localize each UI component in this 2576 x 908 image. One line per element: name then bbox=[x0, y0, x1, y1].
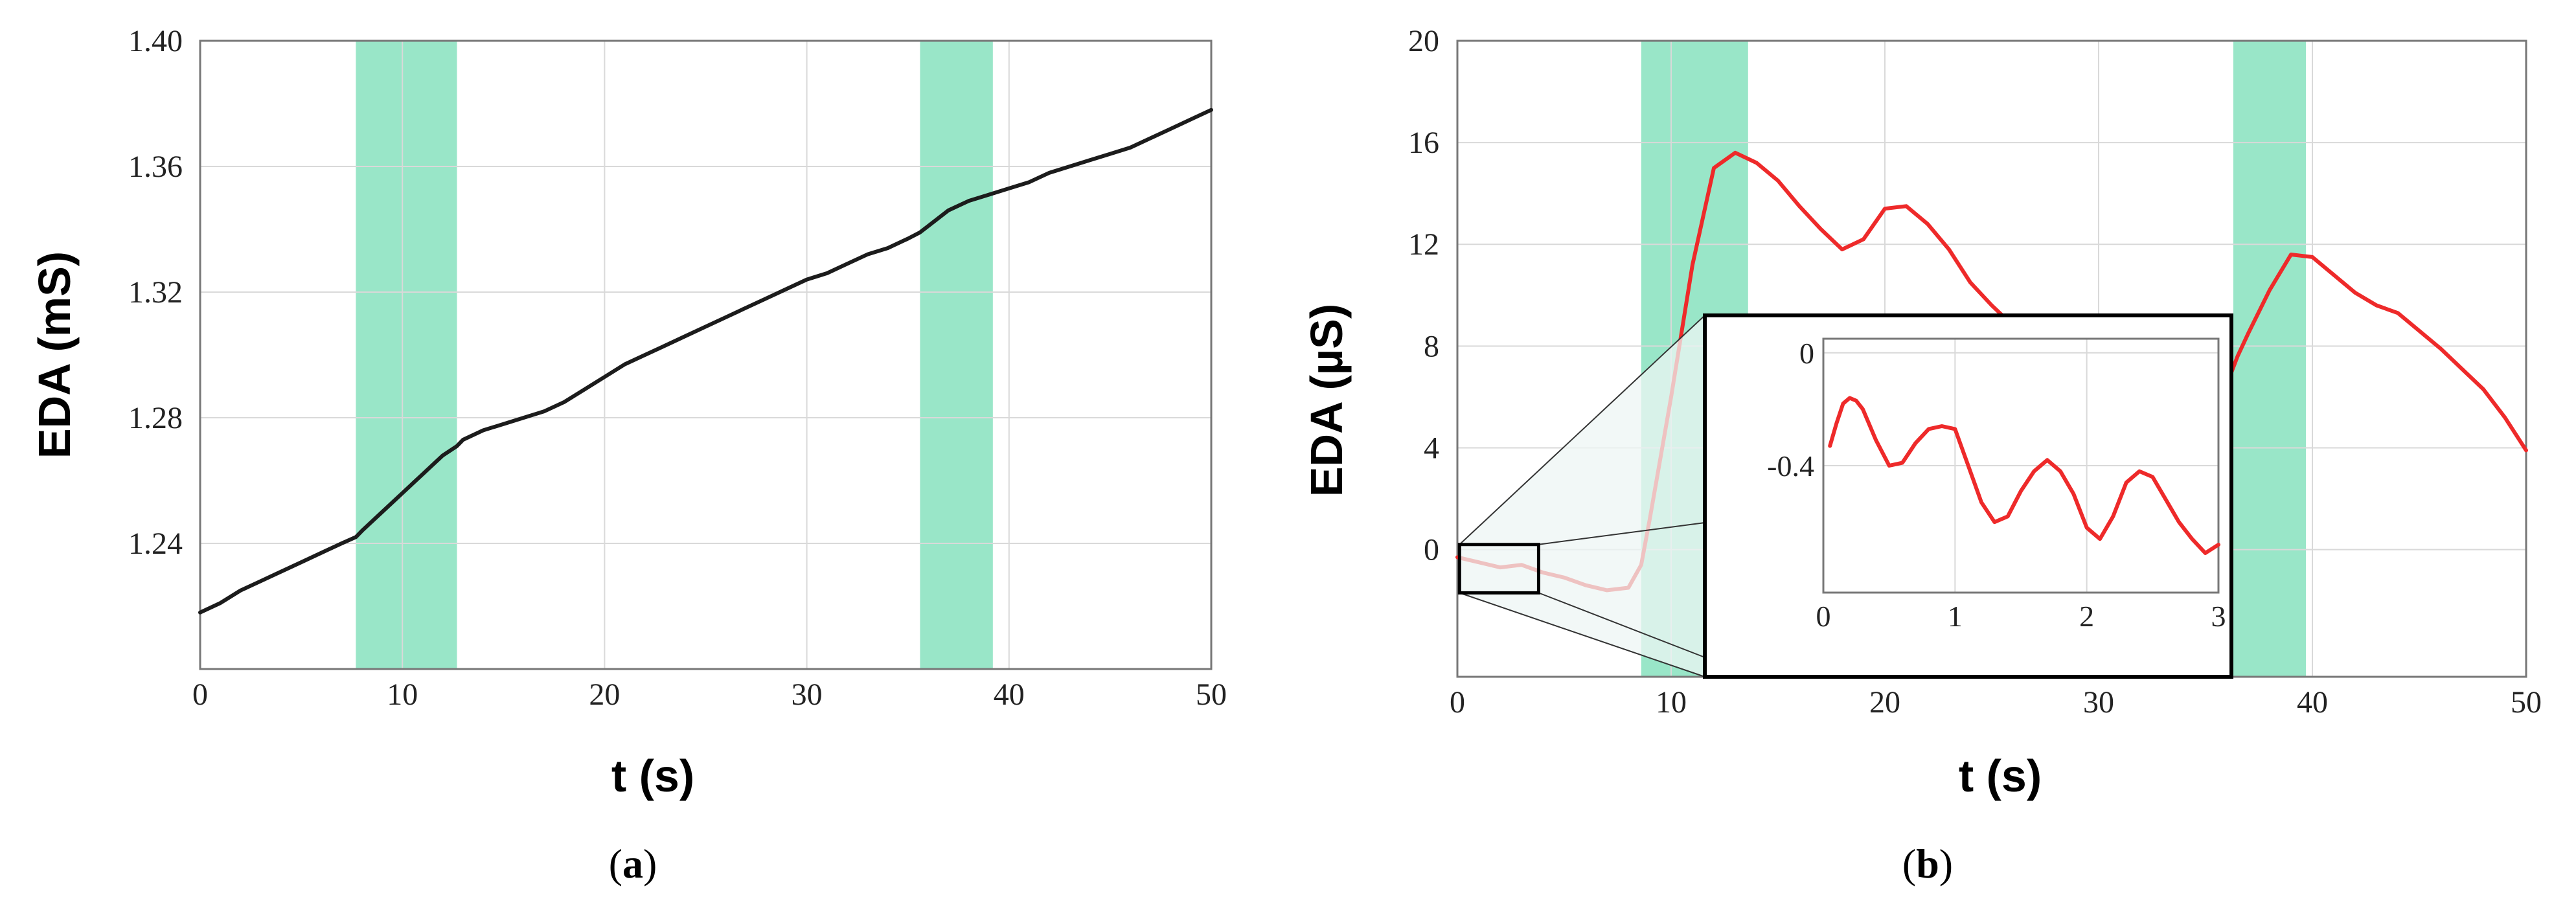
a-plot-frame bbox=[199, 40, 1213, 670]
a-x-tick-label: 30 bbox=[792, 677, 823, 712]
b-x-tick-label: 20 bbox=[1869, 685, 1900, 720]
a-x-tick-label: 10 bbox=[387, 677, 418, 712]
b-x-tick-label: 50 bbox=[2511, 685, 2542, 720]
b-y-tick-label: 16 bbox=[1408, 126, 1439, 160]
a-y-axis-label: EDA (mS) bbox=[29, 251, 80, 459]
b-zoom-box bbox=[1457, 543, 1540, 595]
a-y-tick-label: 1.32 bbox=[128, 275, 183, 310]
b-inset-series-line bbox=[1828, 396, 2220, 555]
b-zoom-fan bbox=[1459, 315, 1705, 677]
b-inset: 0 1 2 3 0 -0.4 bbox=[1703, 313, 2233, 679]
b-zoom-connector bbox=[1538, 522, 1705, 545]
b-y-tick-label: 12 bbox=[1408, 227, 1439, 262]
b-x-tick-label: 10 bbox=[1656, 685, 1687, 720]
a-series bbox=[198, 108, 1213, 615]
b-inset-x-tick-label: 2 bbox=[2079, 600, 2094, 633]
b-caption-letter: b bbox=[1916, 841, 1939, 887]
b-caption: (b) bbox=[1902, 841, 1953, 887]
b-inset-plot-frame bbox=[1822, 337, 2220, 594]
a-caption-close: ) bbox=[643, 841, 657, 887]
b-highlight-band bbox=[2233, 41, 2307, 677]
a-highlight-bands bbox=[356, 41, 993, 669]
b-x-tick-label: 0 bbox=[1450, 685, 1465, 720]
a-x-tick-label: 40 bbox=[994, 677, 1025, 712]
b-inset-x-tick-label: 3 bbox=[2211, 600, 2226, 633]
a-series-line bbox=[198, 108, 1213, 615]
a-x-tick-label: 50 bbox=[1196, 677, 1227, 712]
a-tick-labels: 0 10 20 30 40 50 1.24 1.28 1.32 1.36 1.40 bbox=[128, 24, 1227, 712]
b-y-axis-label: EDA (µS) bbox=[1301, 304, 1352, 497]
a-x-tick-label: 0 bbox=[192, 677, 208, 712]
b-x-axis-label: t (s) bbox=[1959, 751, 2042, 801]
b-zoom-connector bbox=[1538, 592, 1705, 658]
a-y-tick-label: 1.24 bbox=[128, 527, 183, 561]
b-inset-background bbox=[1703, 313, 2233, 679]
a-caption: (a) bbox=[609, 841, 657, 887]
a-y-tick-label: 1.40 bbox=[128, 24, 183, 58]
b-zoom-connector bbox=[1459, 592, 1705, 677]
b-inset-x-tick-label: 1 bbox=[1948, 600, 1963, 633]
a-caption-open: ( bbox=[609, 841, 622, 887]
panel-a: 0 10 20 30 40 50 1.24 1.28 1.32 1.36 1.40 EDA (mS)… bbox=[29, 24, 1227, 887]
b-caption-open: ( bbox=[1902, 841, 1916, 887]
b-x-tick-label: 30 bbox=[2083, 685, 2114, 720]
b-x-tick-label: 40 bbox=[2297, 685, 2328, 720]
a-highlight-band bbox=[356, 41, 457, 669]
a-highlight-band bbox=[920, 41, 993, 669]
b-inset-y-tick-label: 0 bbox=[1799, 337, 1814, 370]
a-y-tick-label: 1.36 bbox=[128, 150, 183, 184]
b-inset-y-tick-label: -0.4 bbox=[1767, 449, 1814, 482]
b-zoom-connector bbox=[1459, 315, 1705, 545]
b-y-tick-label: 4 bbox=[1424, 431, 1439, 465]
b-y-tick-label: 20 bbox=[1408, 24, 1439, 58]
b-zoom-indicator bbox=[1457, 315, 1705, 677]
a-x-axis-label: t (s) bbox=[611, 751, 694, 801]
b-caption-close: ) bbox=[1939, 841, 1953, 887]
b-y-tick-label: 0 bbox=[1424, 533, 1439, 567]
a-caption-letter: a bbox=[622, 841, 643, 887]
a-y-tick-label: 1.28 bbox=[128, 401, 183, 435]
a-gridlines bbox=[200, 41, 1211, 669]
b-inset-x-tick-label: 0 bbox=[1816, 600, 1831, 633]
b-y-tick-label: 8 bbox=[1424, 329, 1439, 363]
a-x-tick-label: 20 bbox=[589, 677, 620, 712]
